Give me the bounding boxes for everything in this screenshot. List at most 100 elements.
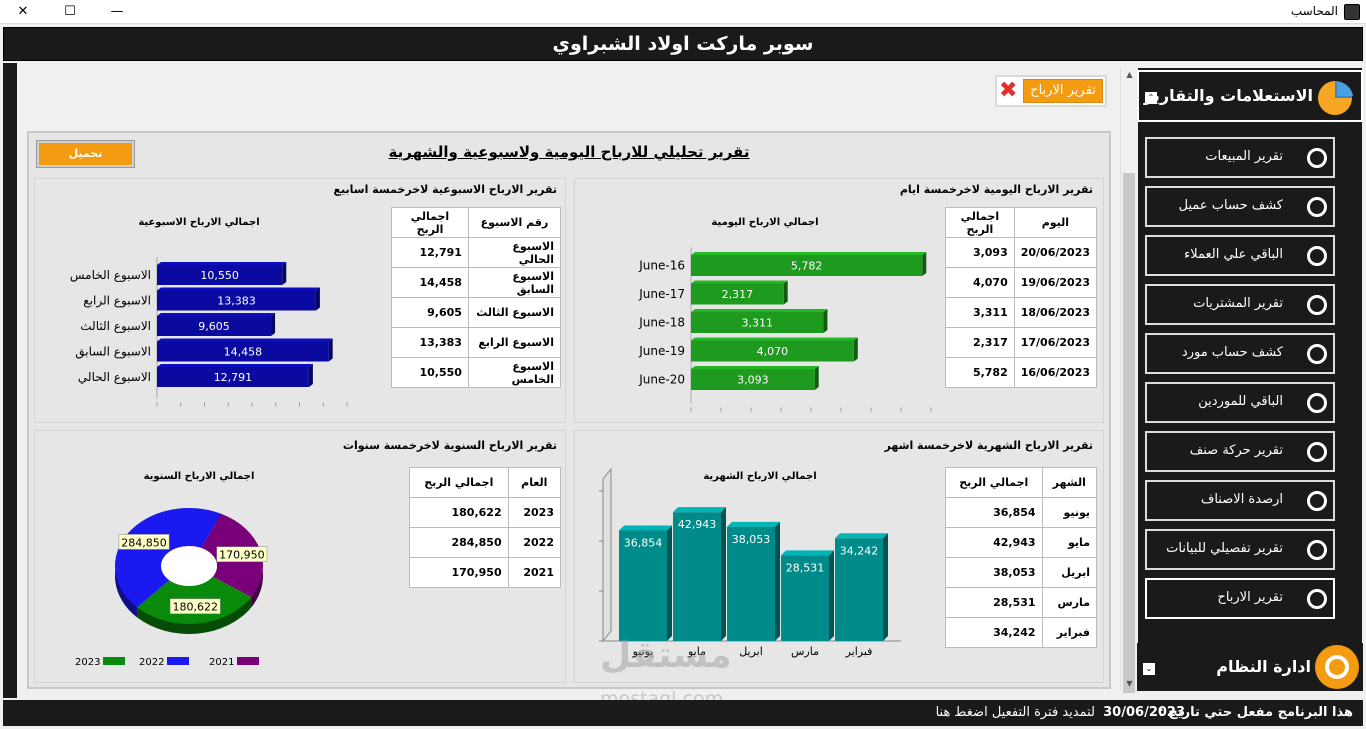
sidebar-item-detailed-report[interactable]: تقرير تفصيلي للبيانات: [1145, 529, 1335, 570]
bar-side: [315, 287, 320, 311]
bar-side: [328, 338, 333, 362]
sidebar-item-item-balances[interactable]: ارصدة الاصناف: [1145, 480, 1335, 521]
bar: [691, 340, 854, 362]
sidebar-footer[interactable]: ادارة النظام ⌄: [1137, 643, 1363, 691]
scroll-up-icon[interactable]: ▲: [1126, 70, 1133, 79]
category-label: June-16: [638, 259, 685, 273]
cell: 16/06/2023: [1013, 357, 1098, 388]
daily-table: اليوم اجمالي الربح 20/06/2023 3,093 19/06/…: [945, 207, 1098, 388]
collapse-icon[interactable]: ⌃: [1145, 92, 1157, 104]
monthly-chart-title: اجمالي الارباح الشهرية: [703, 471, 816, 482]
table-row: ابريل 38,053: [945, 557, 1098, 588]
bar-top: [673, 507, 726, 513]
sidebar-item-customer-balance[interactable]: الباقي علي العملاء: [1145, 235, 1335, 276]
watermark: مستقل: [600, 635, 732, 676]
activation-label: هذا البرنامج مفعل حتي تاريخ :: [1158, 705, 1353, 720]
window-title: المحاسب: [1290, 4, 1338, 18]
table-row: فبراير 34,242: [945, 617, 1098, 648]
category-label: June-17: [638, 287, 685, 301]
category-label: الاسبوع الخامس: [70, 268, 151, 283]
slice-label-box: [169, 598, 221, 614]
bar-value-label: 2,317: [722, 288, 754, 301]
bar-side: [282, 262, 287, 285]
sidebar-item-supplier-statement[interactable]: كشف حساب مورد: [1145, 333, 1335, 374]
close-icon[interactable]: ✕: [17, 4, 29, 19]
category-label: June-19: [638, 344, 685, 358]
bar: [691, 283, 784, 305]
bar-side: [814, 366, 819, 390]
sidebar-item-item-movement[interactable]: تقرير حركة صنف: [1145, 431, 1335, 472]
scroll-down-icon[interactable]: ▼: [1126, 679, 1133, 688]
legend-label: 2023: [75, 657, 100, 668]
profit-report-tab[interactable]: ✖ تقرير الارباح: [995, 75, 1107, 107]
extend-link[interactable]: لتمديد فترة التفعيل اضغط هنا: [935, 705, 1095, 720]
legend-label: 2022: [139, 657, 164, 668]
sidebar-header-label: الاستعلامات والتقارير: [1143, 86, 1313, 105]
sidebar-item-label: تقرير المبيعات: [1205, 149, 1283, 164]
cell: 284,850: [409, 527, 509, 558]
minimize-icon[interactable]: —: [110, 4, 124, 19]
monthly-title: تقرير الارباح الشهرية لاخرخمسة اشهر: [884, 439, 1093, 452]
col-day: اليوم: [1013, 207, 1098, 238]
expand-icon[interactable]: ⌄: [1143, 663, 1155, 675]
vertical-scrollbar[interactable]: ▲ ▼: [1120, 68, 1137, 693]
monthly-chart: اجمالي الارباح الشهرية 36,854 يونيو 42,943…: [599, 467, 901, 658]
daily-chart: اجمالي الارباح اليومية 5,782 June-16 2,317…: [638, 217, 932, 412]
cell: 36,854: [945, 497, 1043, 528]
category-label: June-18: [638, 316, 685, 330]
daily-panel: تقرير الارباح اليومية لاخرخمسة ايام اليو…: [574, 178, 1104, 423]
radio-icon: [1307, 540, 1327, 560]
bar: [673, 512, 721, 641]
close-report-icon[interactable]: ✖: [999, 78, 1018, 103]
cell: الاسبوع الثالث: [467, 297, 562, 328]
table-row: الاسبوع الثالث 9,605: [391, 297, 562, 328]
cell: 4,070: [945, 267, 1015, 298]
bar-value-label: 14,458: [224, 346, 262, 359]
cell: 20/06/2023: [1013, 237, 1098, 268]
table-row: الاسبوع الحالي 12,791: [391, 237, 562, 268]
bar: [691, 369, 815, 390]
table-row: الاسبوع السابق 14,458: [391, 267, 562, 298]
bar-value-label: 34,242: [840, 544, 879, 557]
sidebar-item-purchases-report[interactable]: تقرير المشتريات: [1145, 284, 1335, 325]
cell: 10,550: [391, 357, 469, 388]
cell: 3,093: [945, 237, 1015, 268]
cell: الاسبوع الرابع: [467, 327, 562, 358]
radio-icon: [1307, 491, 1327, 511]
bar-value-label: 36,854: [624, 536, 663, 549]
sidebar-header[interactable]: الاستعلامات والتقارير ⌃: [1137, 70, 1363, 122]
bar-top: [619, 525, 672, 531]
bar-top: [157, 262, 287, 265]
bar-value-label: 9,605: [198, 320, 230, 333]
sidebar-item-customer-statement[interactable]: كشف حساب عميل: [1145, 186, 1335, 227]
yearly-title: تقرير الارباح السنوية لاخرخمسة سنوات: [342, 439, 557, 452]
sidebar-item-profit-report[interactable]: تقرير الارباح: [1145, 578, 1335, 619]
cell: 9,605: [391, 297, 469, 328]
load-button[interactable]: تحميل: [36, 140, 135, 168]
bar-top: [835, 533, 888, 539]
cell: ابريل: [1041, 557, 1098, 588]
scroll-thumb[interactable]: [1123, 173, 1135, 693]
bar-top: [691, 280, 788, 284]
bar-top: [781, 550, 834, 556]
sidebar-item-sales-report[interactable]: تقرير المبيعات: [1145, 137, 1335, 178]
sidebar-item-supplier-balance[interactable]: الباقي للموردين: [1145, 382, 1335, 423]
radio-icon: [1307, 393, 1327, 413]
cell: 170,950: [409, 557, 509, 588]
bar: [157, 316, 272, 336]
legend-swatch: [237, 657, 259, 665]
table-row: مايو 42,943: [945, 527, 1098, 558]
table-row: الاسبوع الخامس 10,550: [391, 357, 562, 388]
table-row: 2023 180,622: [409, 497, 562, 528]
yearly-table: العام اجمالي الربح 2023 180,622 2022 284,85…: [409, 467, 562, 588]
maximize-icon[interactable]: ☐: [64, 4, 76, 19]
bar-side: [922, 252, 927, 276]
category-label: مايو: [687, 645, 706, 658]
cell: فبراير: [1041, 617, 1098, 648]
col-year: العام: [507, 467, 562, 498]
yearly-chart: اجمالي الارباح السنوية 180,622 284,850 170…: [75, 471, 268, 668]
category-label: June-20: [638, 373, 685, 387]
category-label: مارس: [791, 645, 819, 658]
pie-chart-icon: [1313, 76, 1361, 116]
bar: [157, 367, 309, 387]
